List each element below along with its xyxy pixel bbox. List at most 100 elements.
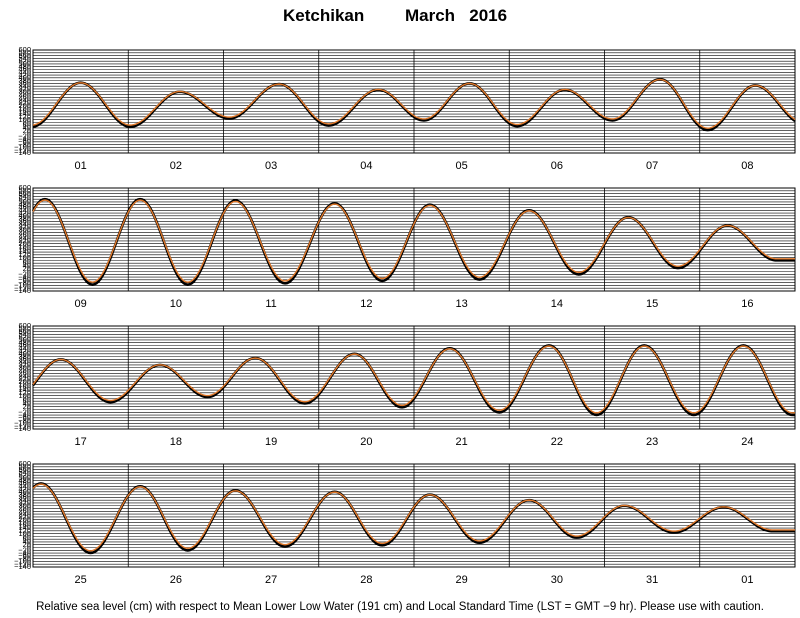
y-tick-label: −100 [14,281,31,290]
panel-frame [32,463,796,568]
y-tick-label: 200 [18,239,31,248]
y-tick-label: 40 [23,261,31,270]
y-tick-label: 340 [18,495,31,504]
day-label: 30 [551,574,563,586]
day-label: 19 [265,436,277,448]
predicted-series-line [32,483,795,552]
predicted-series-line [32,199,795,283]
y-tick-label: 240 [18,95,31,104]
day-label: 07 [646,160,658,172]
y-tick-label: 0 [27,405,31,414]
y-tick-label: 400 [18,349,31,358]
y-tick-label: 140 [18,247,31,256]
y-tick-label: −60 [18,275,31,284]
chart-footnote: Relative sea level (cm) with respect to … [36,601,764,613]
y-tick-label: 340 [18,81,31,90]
day-label: 09 [74,298,86,310]
y-tick-label: 440 [18,205,31,214]
y-tick-label: 480 [18,476,31,485]
y-tick-label: 20 [23,402,31,411]
y-tick-label: −20 [18,132,31,141]
day-label: 20 [360,436,372,448]
y-tick-label: 200 [18,377,31,386]
y-tick-label: 360 [18,79,31,88]
y-tick-label: 560 [18,465,31,474]
y-tick-label: 360 [18,217,31,226]
y-tick-label: 160 [18,106,31,115]
panel-frame [32,49,796,154]
y-tick-label: 60 [23,120,31,129]
y-tick-label: 500 [18,197,31,206]
y-tick-label: 40 [23,123,31,132]
day-label: 31 [646,574,658,586]
y-tick-label: 80 [23,394,31,403]
y-tick-label: 520 [18,470,31,479]
y-tick-label: 180 [18,242,31,251]
y-tick-label: 460 [18,65,31,74]
y-tick-label: 580 [18,324,31,333]
y-tick-label: −40 [18,548,31,557]
y-tick-label: −20 [18,270,31,279]
day-label: 29 [455,574,467,586]
y-tick-label: 600 [18,321,31,330]
day-label: 25 [74,574,86,586]
y-tick-label: 120 [18,526,31,535]
tide-panel-4: 6005805605405205004804604404204003803603… [14,459,796,586]
y-tick-label: 340 [18,219,31,228]
y-tick-label: 220 [18,236,31,245]
day-label: 26 [170,574,182,586]
y-tick-label: 540 [18,54,31,63]
y-tick-label: 80 [23,532,31,541]
y-tick-label: 220 [18,512,31,521]
y-tick-label: 280 [18,90,31,99]
y-tick-label: 560 [18,189,31,198]
y-tick-label: −40 [18,272,31,281]
day-label: 01 [74,160,86,172]
day-label: 01 [741,574,753,586]
y-tick-label: 480 [18,62,31,71]
chart-title: Ketchikan March 2016 [0,6,800,28]
y-tick-label: −80 [18,278,31,287]
predicted-series-line [32,345,795,414]
y-tick-label: 400 [18,487,31,496]
y-tick-label: 380 [18,214,31,223]
y-tick-label: −120 [14,559,31,568]
day-label: 03 [265,160,277,172]
day-label: 11 [265,298,276,310]
y-tick-label: 600 [18,183,31,192]
tide-panel-3: 6005805605405205004804604404204003803603… [14,321,796,448]
y-tick-label: 500 [18,59,31,68]
y-tick-label: 60 [23,258,31,267]
y-tick-label: −80 [18,554,31,563]
y-tick-label: 560 [18,51,31,60]
y-tick-label: 520 [18,332,31,341]
y-tick-label: 380 [18,490,31,499]
y-tick-label: −140 [14,148,31,157]
y-tick-label: 220 [18,98,31,107]
y-tick-label: 280 [18,228,31,237]
y-tick-label: 280 [18,504,31,513]
y-tick-label: −60 [18,413,31,422]
y-tick-label: 480 [18,200,31,209]
y-tick-label: 320 [18,222,31,231]
y-tick-label: 260 [18,369,31,378]
y-tick-label: −140 [14,562,31,571]
y-tick-label: 100 [18,115,31,124]
y-tick-label: −80 [18,140,31,149]
y-tick-label: −80 [18,416,31,425]
y-tick-label: 300 [18,87,31,96]
day-label: 12 [360,298,372,310]
y-tick-label: 560 [18,327,31,336]
panel-frame [32,187,796,292]
y-tick-label: 320 [18,360,31,369]
y-tick-label: 520 [18,56,31,65]
y-tick-label: 120 [18,388,31,397]
y-tick-label: 160 [18,244,31,253]
y-tick-label: 20 [23,264,31,273]
y-tick-label: 240 [18,233,31,242]
y-tick-label: 460 [18,479,31,488]
y-tick-label: 140 [18,385,31,394]
y-tick-label: 440 [18,343,31,352]
y-tick-label: −120 [14,145,31,154]
